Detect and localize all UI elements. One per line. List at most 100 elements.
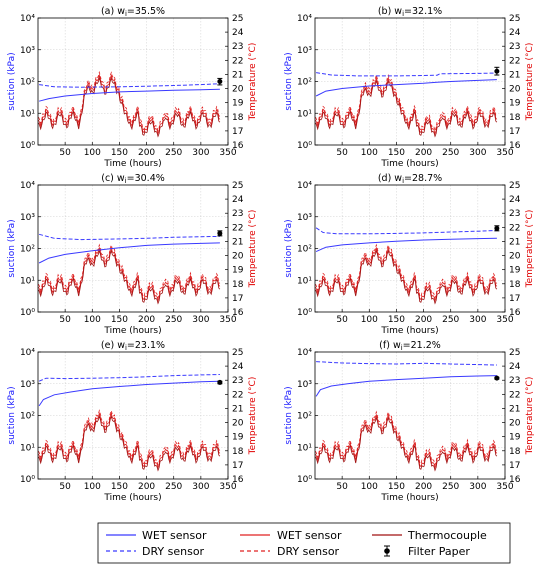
- x-tick-label: 200: [415, 148, 432, 158]
- y-left-axis-label: suction (kPa): [284, 386, 294, 444]
- y-left-tick-label: 10²: [297, 245, 312, 255]
- y-right-tick-label: 16: [232, 141, 244, 151]
- legend-frame: [97, 522, 511, 564]
- x-tick-label: 250: [165, 482, 182, 492]
- x-tick-label: 150: [388, 482, 405, 492]
- y-right-tick-label: 17: [232, 461, 243, 471]
- series-temp-wet: [315, 246, 498, 302]
- y-right-tick-label: 25: [232, 181, 243, 191]
- y-left-tick-label: 10¹: [20, 109, 35, 119]
- y-left-axis-label: suction (kPa): [7, 386, 17, 444]
- panel-5: 50 100 150 200 250 300 350 10⁰ 10¹ 10² 10³ 10⁴ 16 17 1…: [7, 340, 258, 503]
- x-tick-label: 350: [219, 315, 236, 325]
- x-tick-label: 250: [442, 148, 459, 158]
- y-left-tick-label: 10⁴: [297, 14, 312, 24]
- y-left-tick-label: 10⁰: [20, 141, 35, 151]
- x-tick-label: 250: [165, 148, 182, 158]
- series-wet-suction: [315, 237, 497, 253]
- x-tick-label: 100: [84, 482, 101, 492]
- panel-title: (a) wi=35.5%: [101, 6, 165, 18]
- x-tick-label: 200: [415, 482, 432, 492]
- y-right-tick-label: 16: [509, 308, 521, 318]
- y-right-tick-label: 18: [509, 280, 521, 290]
- panel-title: (d) wi=28.7%: [378, 173, 442, 185]
- y-left-tick-label: 10²: [297, 78, 312, 88]
- y-left-tick-label: 10²: [297, 412, 312, 422]
- y-right-tick-label: 24: [232, 362, 244, 372]
- series-thermocouple: [38, 414, 221, 472]
- y-left-axis-label: suction (kPa): [284, 219, 294, 277]
- y-left-tick-label: 10⁴: [297, 181, 312, 191]
- y-right-tick-label: 19: [509, 433, 521, 443]
- filter-paper-point: [217, 77, 223, 86]
- y-left-tick-label: 10³: [297, 46, 312, 56]
- y-right-tick-label: 21: [232, 237, 243, 247]
- y-right-tick-label: 24: [232, 195, 244, 205]
- y-right-tick-label: 22: [232, 223, 243, 233]
- y-right-tick-label: 21: [232, 70, 243, 80]
- filter-paper-point: [494, 375, 500, 381]
- panel-2: 50 100 150 200 250 300 350 10⁰ 10¹ 10² 10³ 10⁴ 16 17 1…: [284, 6, 535, 169]
- x-tick-label: 200: [138, 148, 155, 158]
- panel-title: (f) wi=21.2%: [379, 340, 441, 352]
- y-left-tick-label: 10⁴: [20, 181, 35, 191]
- y-left-tick-label: 10³: [297, 213, 312, 223]
- x-tick-label: 100: [361, 148, 378, 158]
- y-right-tick-label: 23: [232, 42, 243, 52]
- series-thermocouple: [315, 416, 498, 472]
- y-right-tick-label: 17: [232, 294, 243, 304]
- series-dry-suction: [316, 361, 497, 366]
- y-left-tick-label: 10³: [20, 213, 35, 223]
- y-right-tick-label: 22: [509, 56, 520, 66]
- y-right-tick-label: 24: [509, 362, 521, 372]
- series-temp-wet: [38, 246, 221, 302]
- x-tick-label: 50: [59, 148, 71, 158]
- y-right-tick-label: 22: [509, 390, 520, 400]
- y-left-tick-label: 10²: [20, 412, 35, 422]
- y-right-tick-label: 22: [232, 56, 243, 66]
- x-axis-label: Time (hours): [103, 326, 161, 336]
- series-dry-suction: [39, 83, 220, 88]
- y-left-tick-label: 10¹: [297, 276, 312, 286]
- y-left-tick-label: 10⁴: [20, 14, 35, 24]
- y-right-tick-label: 22: [509, 223, 520, 233]
- x-tick-label: 50: [336, 315, 348, 325]
- y-right-tick-label: 23: [232, 376, 243, 386]
- x-tick-label: 300: [192, 482, 209, 492]
- series-wet-suction: [38, 242, 220, 264]
- y-left-tick-label: 10²: [20, 245, 35, 255]
- series-wet-suction: [38, 380, 220, 407]
- y-right-tick-label: 18: [509, 113, 521, 123]
- y-left-axis-label: suction (kPa): [7, 219, 17, 277]
- y-right-tick-label: 16: [509, 475, 521, 485]
- x-tick-label: 250: [442, 482, 459, 492]
- y-right-tick-label: 19: [509, 266, 521, 276]
- y-right-tick-label: 24: [509, 195, 521, 205]
- x-tick-label: 50: [59, 315, 71, 325]
- series-thermocouple: [315, 249, 498, 305]
- series-temp-dry: [38, 409, 221, 466]
- y-left-tick-label: 10¹: [297, 443, 312, 453]
- series-temp-wet: [315, 76, 498, 135]
- y-right-axis-label: Temperature (°C): [525, 377, 535, 456]
- y-right-tick-label: 25: [232, 14, 243, 24]
- y-right-tick-label: 21: [509, 237, 520, 247]
- x-tick-label: 150: [111, 148, 128, 158]
- y-right-tick-label: 25: [509, 181, 520, 191]
- x-tick-label: 150: [388, 315, 405, 325]
- legend-wet-blue-label: WET sensor: [142, 529, 207, 542]
- x-tick-label: 150: [111, 315, 128, 325]
- filter-paper-point: [217, 379, 223, 385]
- y-right-tick-label: 20: [509, 419, 521, 429]
- y-left-tick-label: 10⁰: [297, 141, 312, 151]
- y-right-tick-label: 25: [509, 348, 520, 358]
- panel-4: 50 100 150 200 250 300 350 10⁰ 10¹ 10² 10³ 10⁴ 16 17 1…: [284, 173, 535, 336]
- x-tick-label: 250: [165, 315, 182, 325]
- y-right-axis-label: Temperature (°C): [248, 210, 258, 289]
- legend-filter-paper-swatch: [384, 545, 390, 557]
- y-left-tick-label: 10²: [20, 78, 35, 88]
- legend-thermocouple-label: Thermocouple: [407, 529, 487, 542]
- y-right-tick-label: 16: [509, 141, 521, 151]
- x-tick-label: 200: [138, 315, 155, 325]
